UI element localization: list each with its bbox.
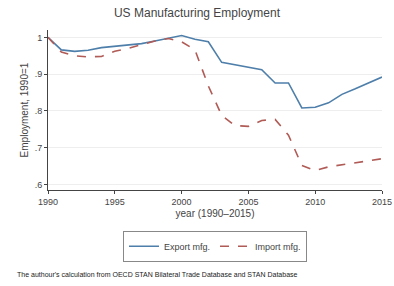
svg-text:US Manufacturing Employment: US Manufacturing Employment — [114, 6, 281, 20]
svg-text:1: 1 — [37, 33, 42, 43]
svg-text:Export mfg.: Export mfg. — [164, 242, 210, 252]
svg-text:year (1990–2015): year (1990–2015) — [176, 208, 255, 219]
svg-text:.8: .8 — [35, 106, 43, 116]
svg-text:.6: .6 — [35, 180, 43, 190]
svg-text:2005: 2005 — [238, 197, 258, 207]
svg-text:Employment, 1990=1: Employment, 1990=1 — [19, 62, 30, 157]
svg-text:2000: 2000 — [172, 197, 192, 207]
svg-text:1990: 1990 — [38, 197, 58, 207]
svg-text:The authour's calculation from: The authour's calculation from OECD STAN… — [17, 271, 298, 278]
svg-text:1995: 1995 — [105, 197, 125, 207]
svg-text:.7: .7 — [35, 143, 43, 153]
svg-text:.9: .9 — [35, 69, 43, 79]
svg-text:Import mfg.: Import mfg. — [255, 242, 301, 252]
svg-text:2015: 2015 — [372, 197, 392, 207]
svg-text:2010: 2010 — [305, 197, 325, 207]
